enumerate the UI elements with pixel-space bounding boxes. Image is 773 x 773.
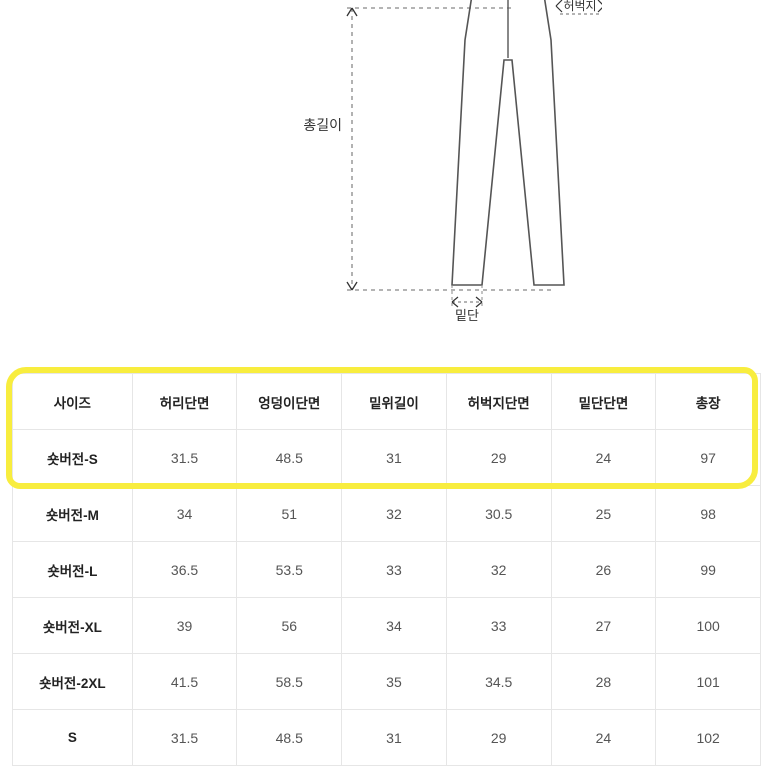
- table-row: 숏버전-XL 39 56 34 33 27 100: [13, 598, 761, 654]
- col-hip: 엉덩이단면: [237, 374, 342, 430]
- cell: 29: [446, 430, 551, 486]
- cell-size: 숏버전-2XL: [13, 654, 133, 710]
- col-thigh: 허벅지단면: [446, 374, 551, 430]
- pants-svg: 허벅지 총길이 밑단: [172, 0, 602, 345]
- cell: 31: [342, 430, 447, 486]
- cell-size: 숏버전-L: [13, 542, 133, 598]
- cell: 33: [342, 542, 447, 598]
- cell: 25: [551, 486, 656, 542]
- cell: 102: [656, 710, 761, 766]
- table-row: 숏버전-L 36.5 53.5 33 32 26 99: [13, 542, 761, 598]
- cell: 99: [656, 542, 761, 598]
- cell: 29: [446, 710, 551, 766]
- cell: 101: [656, 654, 761, 710]
- cell: 31: [342, 710, 447, 766]
- cell: 53.5: [237, 542, 342, 598]
- table-row: S 31.5 48.5 31 29 24 102: [13, 710, 761, 766]
- cell: 32: [342, 486, 447, 542]
- cell-size: 숏버전-S: [13, 430, 133, 486]
- cell: 34: [342, 598, 447, 654]
- thigh-label: 허벅지: [563, 0, 596, 13]
- cell: 24: [551, 430, 656, 486]
- cell: 28: [551, 654, 656, 710]
- cell: 41.5: [132, 654, 237, 710]
- cell: 32: [446, 542, 551, 598]
- cell-size: 숏버전-M: [13, 486, 133, 542]
- cell: 30.5: [446, 486, 551, 542]
- table-row: 숏버전-S 31.5 48.5 31 29 24 97: [13, 430, 761, 486]
- header-row: 사이즈 허리단면 엉덩이단면 밑위길이 허벅지단면 밑단단면 총장: [13, 374, 761, 430]
- cell: 27: [551, 598, 656, 654]
- size-table-wrap: 사이즈 허리단면 엉덩이단면 밑위길이 허벅지단면 밑단단면 총장 숏버전-S …: [0, 345, 773, 766]
- table-head: 사이즈 허리단면 엉덩이단면 밑위길이 허벅지단면 밑단단면 총장: [13, 374, 761, 430]
- cell: 31.5: [132, 710, 237, 766]
- cell: 34.5: [446, 654, 551, 710]
- cell: 98: [656, 486, 761, 542]
- size-table: 사이즈 허리단면 엉덩이단면 밑위길이 허벅지단면 밑단단면 총장 숏버전-S …: [12, 373, 761, 766]
- total-length-label: 총길이: [303, 117, 342, 133]
- hem-label: 밑단: [455, 308, 479, 323]
- col-length: 총장: [656, 374, 761, 430]
- cell: 97: [656, 430, 761, 486]
- cell: 34: [132, 486, 237, 542]
- pants-diagram: 허벅지 총길이 밑단: [0, 0, 773, 345]
- col-size: 사이즈: [13, 374, 133, 430]
- col-waist: 허리단면: [132, 374, 237, 430]
- cell: 51: [237, 486, 342, 542]
- cell: 58.5: [237, 654, 342, 710]
- col-rise: 밑위길이: [342, 374, 447, 430]
- cell: 33: [446, 598, 551, 654]
- cell: 24: [551, 710, 656, 766]
- cell: 35: [342, 654, 447, 710]
- table-body: 숏버전-S 31.5 48.5 31 29 24 97 숏버전-M 34 51 …: [13, 430, 761, 766]
- cell-size: 숏버전-XL: [13, 598, 133, 654]
- table-row: 숏버전-M 34 51 32 30.5 25 98: [13, 486, 761, 542]
- cell: 100: [656, 598, 761, 654]
- cell: 26: [551, 542, 656, 598]
- cell: 31.5: [132, 430, 237, 486]
- cell-size: S: [13, 710, 133, 766]
- cell: 36.5: [132, 542, 237, 598]
- cell: 48.5: [237, 430, 342, 486]
- col-hem: 밑단단면: [551, 374, 656, 430]
- cell: 56: [237, 598, 342, 654]
- cell: 39: [132, 598, 237, 654]
- cell: 48.5: [237, 710, 342, 766]
- table-row: 숏버전-2XL 41.5 58.5 35 34.5 28 101: [13, 654, 761, 710]
